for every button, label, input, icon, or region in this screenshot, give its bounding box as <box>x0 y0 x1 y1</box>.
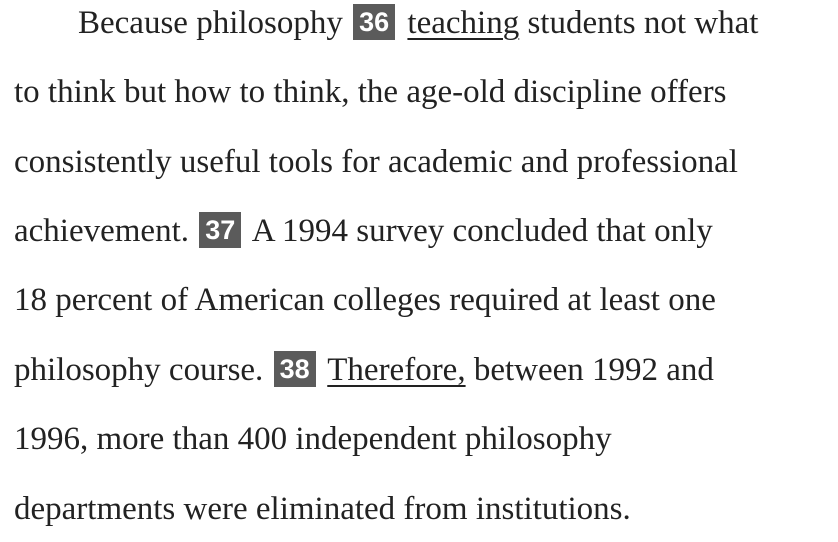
passage-text: philosophy course. <box>14 352 264 388</box>
underlined-text-36: teaching <box>407 5 520 41</box>
question-number-38[interactable]: 38 <box>273 351 316 387</box>
passage-line-1: Because philosophy 36 teaching students … <box>78 0 758 46</box>
passage-line-7: 1996, more than 400 independent philosop… <box>14 421 612 457</box>
passage-text: students not what <box>527 5 759 41</box>
passage-text: achievement. <box>14 213 189 249</box>
passage-line-6: philosophy course. 38 Therefore, between… <box>14 347 714 393</box>
passage-text: Because philosophy <box>78 5 343 41</box>
underlined-text-38: Therefore, <box>327 352 466 388</box>
question-number-36[interactable]: 36 <box>353 4 396 40</box>
passage-line-5: 18 percent of American colleges required… <box>14 282 716 318</box>
passage-line-4: achievement. 37 A 1994 survey concluded … <box>14 208 713 254</box>
passage-line-3: consistently useful tools for academic a… <box>14 144 738 180</box>
passage-text: between 1992 and <box>473 352 714 388</box>
passage-line-2: to think but how to think, the age-old d… <box>14 74 727 110</box>
question-number-37[interactable]: 37 <box>199 212 242 248</box>
passage-text: A 1994 survey concluded that only <box>251 213 713 249</box>
passage-line-8: departments were eliminated from institu… <box>14 491 631 527</box>
